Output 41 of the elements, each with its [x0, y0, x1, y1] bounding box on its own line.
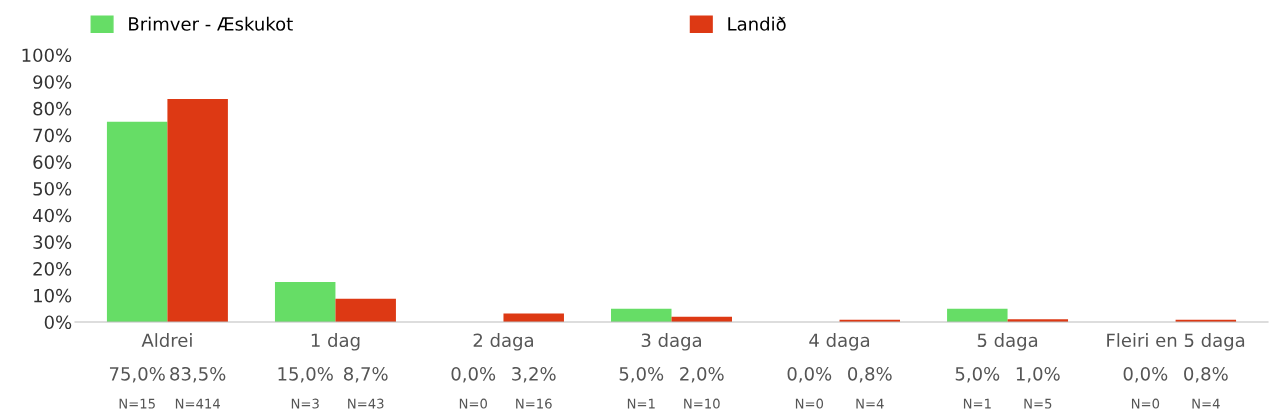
- data-label: 0,8% N=4: [848, 366, 892, 409]
- data-label: 0,0% N=0: [451, 366, 496, 409]
- bar: [947, 308, 1008, 322]
- y-tick-label: 80%: [33, 101, 72, 116]
- legend-label: Brimver - Æskukot: [129, 16, 293, 31]
- data-label: 0,0% N=0: [1123, 366, 1168, 409]
- y-tick-label: 0%: [44, 315, 72, 330]
- x-tick-label: 2 daga: [473, 333, 533, 351]
- y-tick-label: 70%: [33, 128, 72, 143]
- bar: [611, 308, 672, 322]
- bar: [167, 99, 228, 322]
- x-tick-label: Fleiri en 5 daga: [1107, 333, 1245, 351]
- data-label: 83,5% N=414: [170, 366, 226, 409]
- y-tick-label: 10%: [34, 288, 72, 303]
- data-label: 8,7% N=43: [343, 366, 388, 409]
- bar: [106, 121, 168, 322]
- y-tick-label: 40%: [32, 208, 72, 223]
- data-label: 5,0% N=1: [955, 366, 1000, 409]
- y-tick-label: 50%: [33, 181, 72, 196]
- data-label: 5,0% N=1: [619, 366, 664, 409]
- y-tick-label: 20%: [33, 262, 72, 276]
- data-label: 0,0% N=0: [787, 366, 832, 409]
- y-tick-label: 90%: [33, 75, 72, 89]
- bar: [274, 281, 336, 322]
- data-label: 0,8% N=4: [1184, 366, 1228, 409]
- x-tick-label: 5 daga: [977, 333, 1038, 351]
- data-label: 3,2% N=16: [512, 366, 556, 409]
- bar: [503, 313, 564, 322]
- data-label: 2,0% N=10: [680, 366, 724, 409]
- y-tick-label: 60%: [33, 155, 72, 169]
- bar: [335, 298, 396, 322]
- x-tick-label: 1 dag: [311, 333, 360, 351]
- legend-label: Landið: [728, 16, 786, 31]
- data-label: 1,0% N=5: [1016, 366, 1060, 409]
- y-tick-label: 30%: [33, 235, 72, 250]
- x-tick-label: Aldrei: [141, 333, 192, 348]
- y-tick-label: 100%: [22, 48, 72, 63]
- data-label: 75,0% N=15: [109, 366, 165, 409]
- data-label: 15,0% N=3: [278, 366, 333, 409]
- x-tick-label: 4 daga: [809, 333, 870, 351]
- x-tick-label: 3 daga: [641, 333, 701, 351]
